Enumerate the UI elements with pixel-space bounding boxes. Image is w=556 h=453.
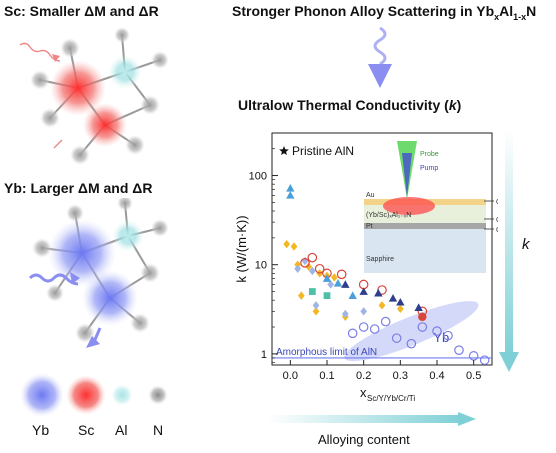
data-point-s8-p8 (443, 330, 453, 341)
axis-ticks: 0.0 0.1 0.2 0.3 0.4 0.5 1 10 100 (249, 148, 481, 382)
data-point-s6-p1 (333, 279, 343, 287)
inset-sapphire-label: Sapphire (366, 256, 394, 263)
inset-au-label: Au (366, 192, 375, 199)
sc-heading: Sc: Smaller ΔM and ΔR (4, 3, 159, 19)
data-point-s5-p0 (341, 280, 350, 288)
data-point-s8-p9 (454, 345, 464, 355)
amorphous-limit: Amorphous limit of AlN (272, 347, 492, 359)
x-axis-label: x (360, 385, 367, 400)
data-point-s2-p6 (360, 307, 368, 316)
k-side-label: k (522, 236, 530, 253)
yb-lattice-illustration (28, 198, 169, 348)
x-tick-label: 0.0 (283, 370, 298, 382)
data-point-s2-p2 (308, 266, 316, 276)
inset-g1-label: G₁ (496, 199, 498, 206)
data-point-s8-p4 (391, 333, 402, 343)
data-point-s6-p2 (348, 291, 357, 299)
data-point-s5-p2 (374, 288, 383, 297)
n-swatch (148, 385, 168, 405)
data-point-s8-p1 (358, 322, 369, 332)
x-axis-label-sub: Sc/Y/Yb/Cr/Ti (367, 394, 415, 403)
data-point-s8-p5 (406, 338, 417, 349)
data-marks: Pristine AlN (279, 144, 490, 365)
ultralow-heading: Ultralow Thermal Conductivity (k) (238, 97, 462, 113)
data-point-s0-p1 (286, 191, 295, 199)
yb-heading: Yb: Larger ΔM and ΔR (4, 180, 153, 196)
data-point-s1-p10 (312, 307, 320, 316)
data-point-s8-p7 (432, 326, 442, 336)
data-point-s5-p5 (414, 303, 423, 311)
x-tick-label: 0.3 (393, 370, 408, 382)
data-point-s3-p2 (314, 263, 325, 274)
al-swatch (111, 384, 133, 406)
data-point-s5-p4 (396, 297, 405, 306)
y-axis-label: k (W/(m·K)) (234, 215, 249, 282)
axis-labels: x Sc/Y/Yb/Cr/Ti k (W/(m·K)) (234, 215, 415, 403)
data-point-s7-p1 (323, 292, 331, 300)
data-point-s5-p1 (359, 287, 368, 295)
yb-annotation: Yb (433, 330, 449, 345)
inset-g2-label: G₂ (496, 217, 498, 224)
alloying-label: Alloying content (318, 432, 410, 447)
inset-probe-label: Probe (420, 151, 439, 158)
yb-swatch (20, 373, 64, 417)
inset-pt-label: Pt (366, 223, 373, 230)
x-tick-label: 0.4 (429, 370, 444, 382)
inset-g3-label: G₃ (496, 227, 498, 234)
decreasing-k-arrow (499, 130, 519, 372)
data-point-s1-p8 (378, 301, 386, 310)
y-tick-label: 10 (255, 260, 267, 272)
sc-lattice-illustration (19, 27, 169, 165)
data-point-s2-p5 (341, 309, 349, 319)
data-point-s8-p11 (479, 355, 490, 365)
data-point-s8-p6 (417, 322, 428, 332)
legend-label-sc: Sc (78, 422, 95, 438)
y-tick-label: 100 (249, 171, 267, 183)
yb-ellipse: Yb (344, 301, 479, 362)
legend-label-al: Al (115, 422, 128, 438)
inset-heat-spot (383, 197, 435, 215)
x-tick-label: 0.1 (319, 370, 334, 382)
data-point-s0-p0 (286, 184, 295, 192)
y-tick-label: 1 (261, 349, 267, 361)
data-point-s8-p3 (380, 316, 391, 327)
x-tick-label: 0.2 (356, 370, 371, 382)
thermal-conductivity-chart: Probe Pump Au (Yb/Sc)ₓAl₁₋ₓN Pt Sapphire G₁ G₂ G… (234, 132, 498, 403)
inset-pump-label: Pump (420, 165, 438, 172)
tdtr-inset: Probe Pump Au (Yb/Sc)ₓAl₁₋ₓN Pt Sapphire G₁ G₂ G… (364, 141, 498, 273)
data-point-s3-p4 (336, 269, 347, 280)
x-tick-label: 0.5 (466, 370, 481, 382)
amorphous-limit-label: Amorphous limit of AlN (276, 347, 377, 358)
data-point-s5-p3 (388, 294, 398, 302)
pristine-legend-label: Pristine AlN (292, 144, 354, 158)
data-point-s6-p0 (322, 274, 332, 282)
legend-label-yb: Yb (32, 422, 50, 438)
down-arrow-icon (368, 26, 392, 88)
legend-label-n: N (153, 422, 164, 438)
data-point-s3-p1 (307, 252, 318, 263)
pristine-star-icon (279, 146, 289, 155)
data-point-s7-p0 (308, 288, 316, 295)
inset-pump-beam (402, 153, 412, 197)
atom-legend-swatches (20, 373, 168, 417)
data-point-s2-p3 (327, 280, 335, 289)
alloying-arrow (268, 412, 476, 426)
sc-swatch (66, 375, 106, 415)
inset-pt-layer (364, 223, 486, 229)
data-point-s2-p4 (312, 301, 320, 310)
inset-layer-label: (Yb/Sc)ₓAl₁₋ₓN (366, 212, 411, 219)
data-point-s4-p0 (418, 312, 427, 322)
top-heading: Stronger Phonon Alloy Scattering in YbxA… (232, 3, 537, 22)
data-point-s8-p2 (369, 324, 380, 334)
data-point-s3-p0 (300, 258, 310, 268)
data-point-s1-p9 (396, 304, 404, 314)
data-point-s8-p0 (347, 328, 358, 339)
data-point-s1-p1 (290, 242, 298, 251)
yb-ellipse-shape (344, 301, 479, 362)
